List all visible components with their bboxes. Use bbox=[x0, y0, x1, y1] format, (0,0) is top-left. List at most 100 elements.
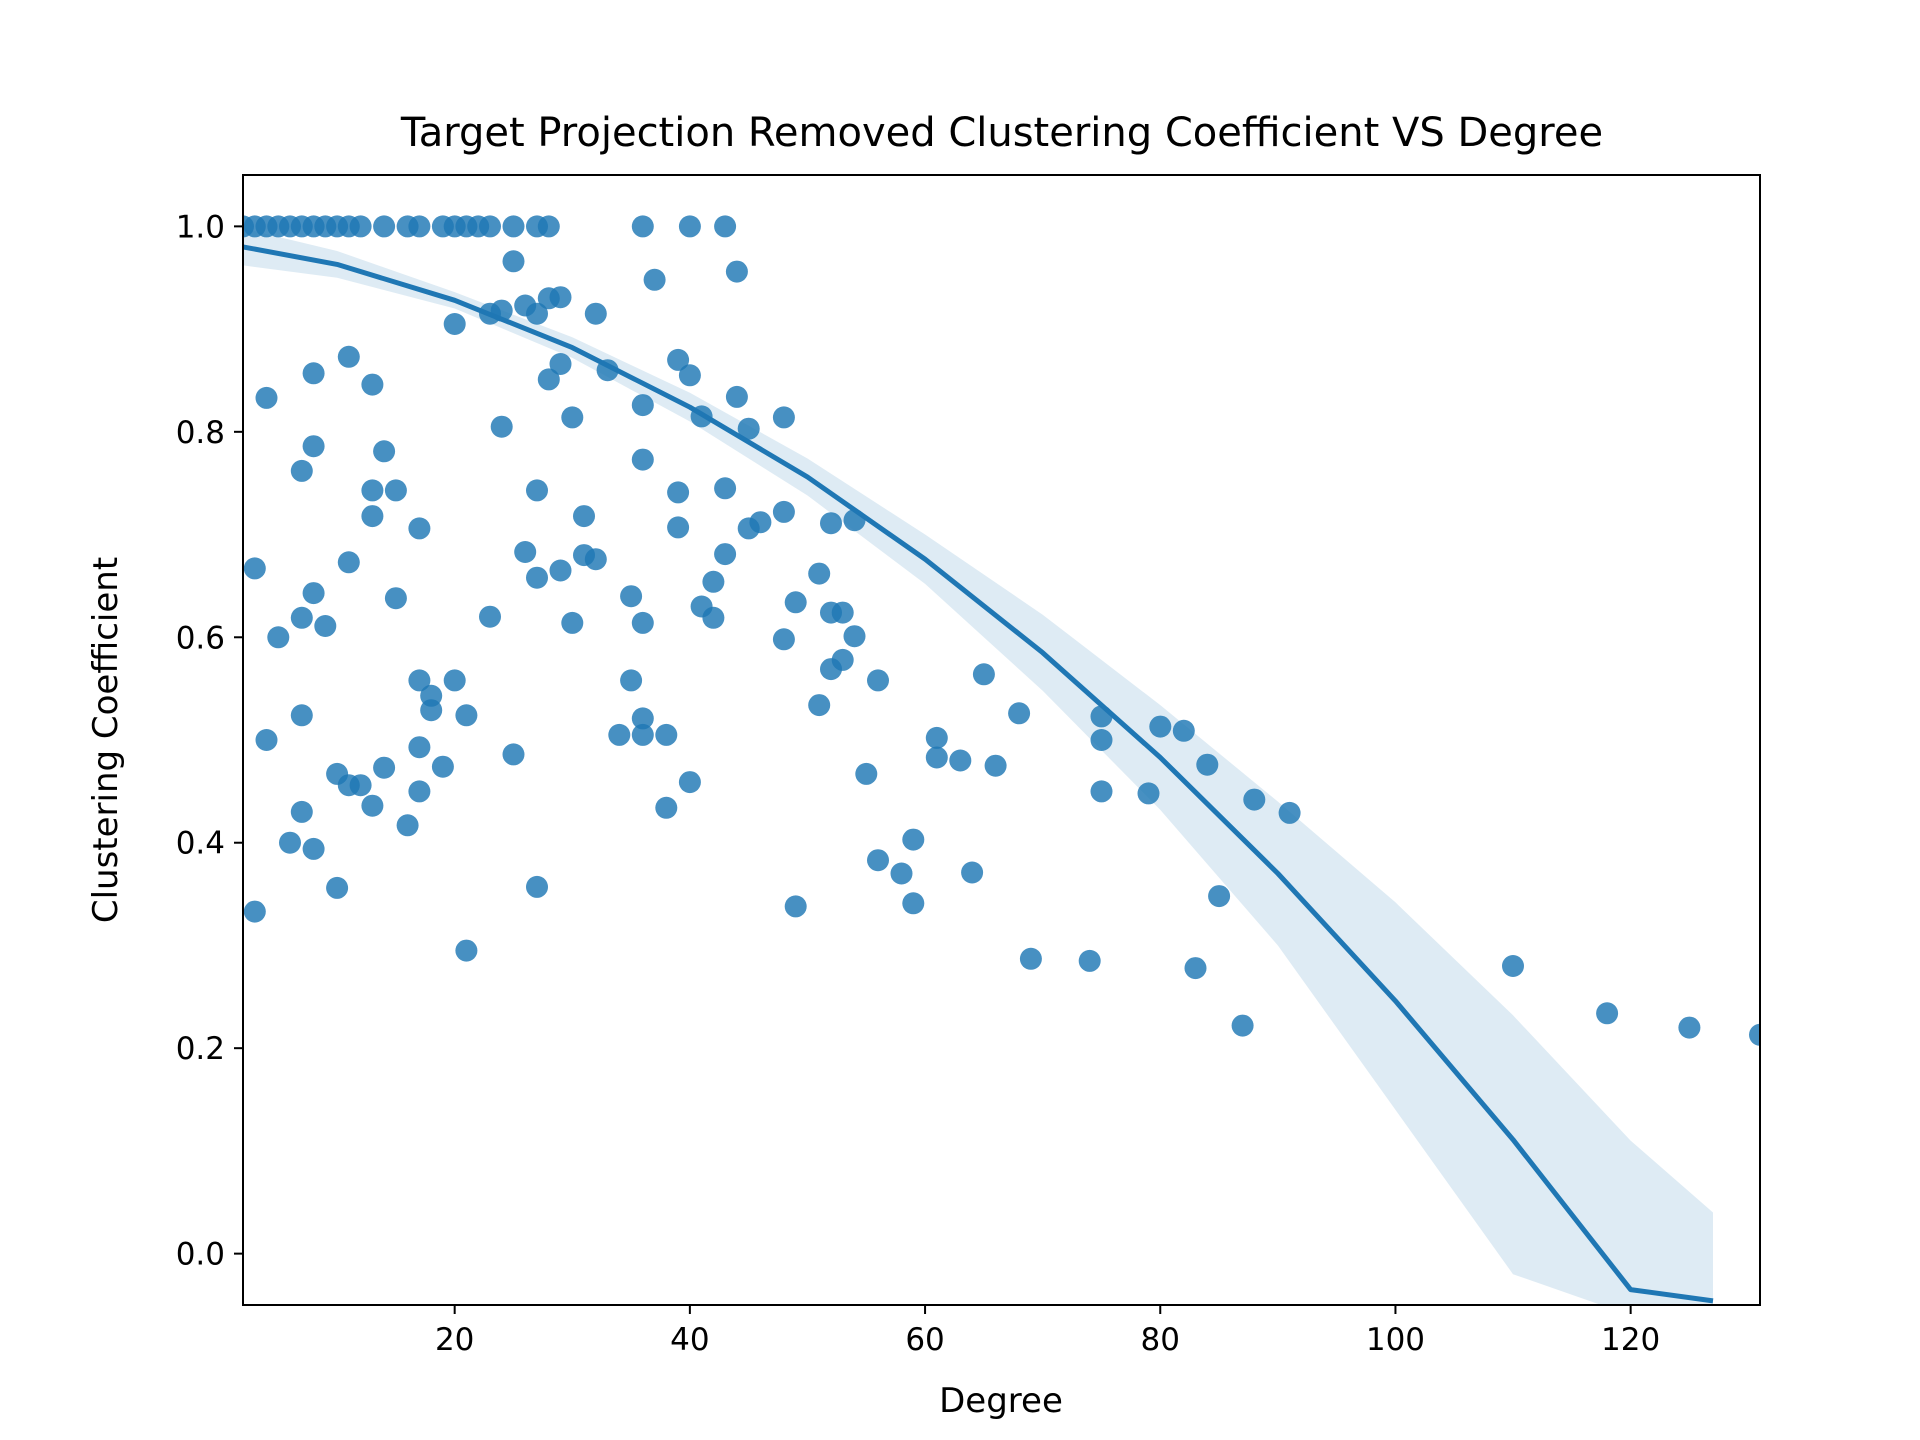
data-point bbox=[678, 771, 701, 794]
data-point bbox=[537, 368, 560, 391]
data-point bbox=[1008, 702, 1031, 725]
data-point bbox=[1078, 949, 1101, 972]
data-point bbox=[925, 726, 948, 749]
data-point bbox=[290, 704, 313, 727]
data-point bbox=[1196, 753, 1219, 776]
data-point bbox=[725, 260, 748, 283]
plot-frame bbox=[242, 174, 1761, 1306]
data-point bbox=[361, 479, 384, 502]
data-point bbox=[655, 723, 678, 746]
data-point bbox=[643, 268, 666, 291]
data-point bbox=[667, 516, 690, 539]
data-point bbox=[408, 215, 431, 238]
data-point bbox=[455, 939, 478, 962]
data-point bbox=[502, 250, 525, 273]
data-point bbox=[526, 566, 548, 589]
data-point bbox=[408, 736, 431, 759]
data-point bbox=[408, 780, 431, 803]
data-point bbox=[408, 669, 431, 692]
data-point bbox=[290, 459, 313, 482]
data-point bbox=[526, 302, 548, 325]
data-point bbox=[1137, 782, 1160, 805]
data-point bbox=[490, 415, 513, 438]
data-point bbox=[1172, 719, 1195, 742]
data-point bbox=[549, 559, 572, 582]
data-point bbox=[714, 543, 737, 566]
data-point bbox=[526, 479, 548, 502]
confidence-band-layer bbox=[243, 228, 1713, 1305]
data-point bbox=[890, 862, 913, 885]
data-point bbox=[902, 828, 925, 851]
data-point bbox=[337, 345, 360, 368]
y-tick-label: 0.4 bbox=[176, 826, 225, 862]
data-point bbox=[302, 582, 325, 605]
data-point bbox=[737, 417, 760, 440]
data-point bbox=[431, 755, 454, 778]
data-point bbox=[631, 215, 654, 238]
data-point bbox=[1243, 788, 1266, 811]
data-point bbox=[373, 440, 396, 463]
data-point bbox=[455, 704, 478, 727]
data-point bbox=[1090, 729, 1113, 751]
data-point bbox=[443, 669, 466, 692]
data-point bbox=[631, 611, 654, 634]
data-point bbox=[1231, 1014, 1254, 1037]
data-point bbox=[831, 601, 854, 624]
data-point bbox=[443, 313, 466, 335]
data-point bbox=[514, 541, 537, 563]
data-point bbox=[678, 364, 701, 387]
data-point bbox=[479, 215, 501, 238]
data-point bbox=[537, 215, 560, 238]
data-point bbox=[867, 669, 889, 692]
data-point bbox=[843, 625, 866, 648]
data-point bbox=[714, 477, 737, 500]
data-point bbox=[984, 754, 1007, 777]
y-tick-label: 0.0 bbox=[176, 1237, 225, 1273]
data-point bbox=[667, 481, 690, 504]
data-point bbox=[949, 749, 972, 772]
y-tick-label: 0.2 bbox=[176, 1031, 225, 1067]
data-point bbox=[725, 385, 748, 408]
data-point bbox=[737, 517, 760, 540]
data-point bbox=[678, 215, 701, 238]
data-point bbox=[584, 548, 607, 571]
data-point bbox=[573, 505, 595, 528]
data-point bbox=[631, 707, 654, 730]
data-point bbox=[502, 743, 525, 766]
data-point bbox=[820, 512, 842, 535]
data-point bbox=[1749, 1023, 1760, 1046]
data-point bbox=[255, 729, 278, 751]
y-axis-label: Clustering Coefficient bbox=[86, 557, 126, 923]
data-point bbox=[549, 286, 572, 309]
data-point bbox=[714, 215, 737, 238]
data-point bbox=[326, 876, 349, 899]
data-point bbox=[808, 562, 831, 585]
data-point bbox=[361, 505, 384, 528]
x-axis-ticks: 20 40 60 80 100 120 bbox=[435, 1305, 1660, 1358]
x-axis-label: Degree bbox=[939, 1381, 1063, 1421]
data-point bbox=[302, 435, 325, 458]
x-tick-label: 80 bbox=[1141, 1322, 1180, 1358]
data-point bbox=[608, 723, 631, 746]
data-point bbox=[361, 794, 384, 817]
fit-line-layer bbox=[243, 244, 1714, 1304]
data-point bbox=[584, 302, 607, 325]
data-point bbox=[1019, 947, 1042, 970]
data-point bbox=[255, 386, 278, 409]
data-point bbox=[631, 448, 654, 471]
data-point bbox=[243, 900, 266, 923]
x-tick-label: 40 bbox=[670, 1322, 709, 1358]
data-point bbox=[361, 373, 384, 396]
data-point bbox=[290, 800, 313, 823]
data-point bbox=[631, 394, 654, 417]
data-point bbox=[784, 591, 807, 614]
data-point bbox=[855, 762, 878, 785]
data-point bbox=[526, 875, 548, 898]
data-point bbox=[702, 606, 725, 629]
data-point bbox=[925, 746, 948, 769]
data-point bbox=[1184, 957, 1207, 980]
data-point bbox=[373, 215, 396, 238]
data-point bbox=[396, 814, 419, 837]
data-point bbox=[702, 570, 725, 593]
